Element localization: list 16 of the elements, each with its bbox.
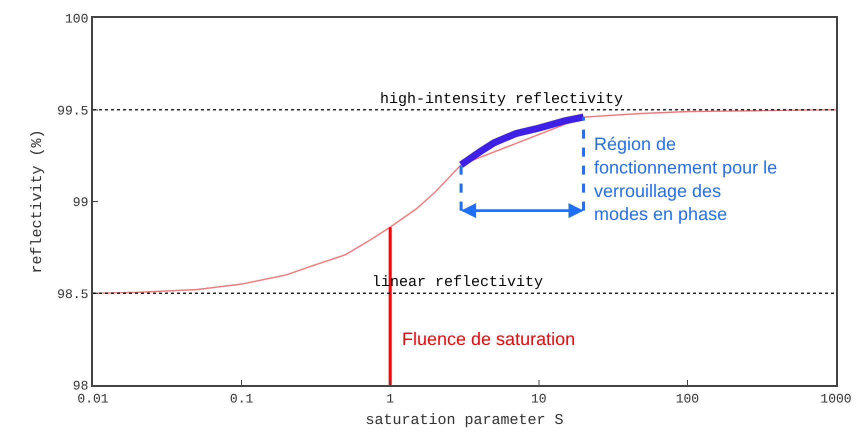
annotation: Fluence de saturation (402, 329, 576, 349)
x-tick-label: 1000 (820, 392, 852, 407)
x-tick-label: 100 (676, 392, 700, 407)
y-axis-title: reflectivity (%) (28, 129, 46, 274)
x-axis-title: saturation parameter S (365, 412, 564, 430)
x-tick-label: 10 (530, 392, 547, 407)
x-tick-label: 1 (386, 392, 394, 407)
y-tick-label: 98 (72, 378, 88, 394)
x-tick-label: 0.1 (230, 392, 254, 407)
x-tick-label: 0.01 (77, 392, 109, 407)
annotation: Région de fonctionnement pour le verrouillage des modes en phase (594, 134, 778, 224)
y-tick-label: 100 (64, 12, 88, 27)
y-tick-label: 99 (72, 195, 88, 210)
y-tick-label: 99.5 (57, 103, 88, 118)
y-tick-label: 98.5 (57, 286, 88, 302)
ref-line-label: high-intensity reflectivity (380, 91, 624, 108)
